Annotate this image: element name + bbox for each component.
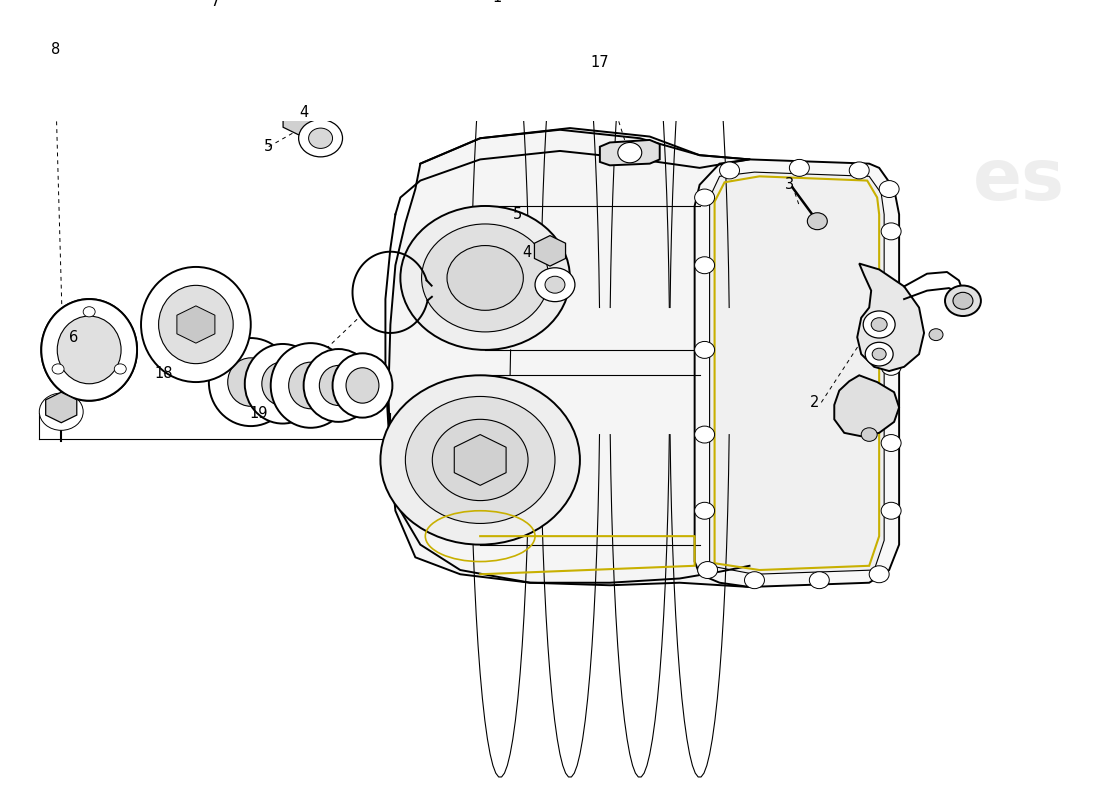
Circle shape (694, 342, 715, 358)
Ellipse shape (400, 206, 570, 350)
Circle shape (879, 181, 899, 198)
Ellipse shape (319, 366, 358, 406)
Circle shape (694, 426, 715, 443)
Ellipse shape (262, 362, 304, 406)
Circle shape (535, 268, 575, 302)
Polygon shape (600, 140, 660, 166)
Circle shape (52, 364, 64, 374)
Circle shape (719, 162, 739, 179)
Polygon shape (388, 128, 749, 587)
Ellipse shape (346, 368, 378, 403)
Text: since 1985: since 1985 (749, 459, 850, 529)
Text: 1: 1 (493, 0, 502, 6)
Polygon shape (177, 306, 214, 343)
Polygon shape (283, 104, 315, 135)
Text: a passion: a passion (728, 391, 830, 461)
Polygon shape (857, 263, 924, 371)
Circle shape (114, 364, 126, 374)
Circle shape (869, 566, 889, 582)
Ellipse shape (447, 246, 524, 310)
Circle shape (881, 223, 901, 240)
Ellipse shape (141, 267, 251, 382)
Ellipse shape (332, 354, 393, 418)
Circle shape (697, 562, 717, 578)
Circle shape (309, 128, 332, 149)
Circle shape (790, 159, 810, 176)
Ellipse shape (288, 362, 332, 409)
Ellipse shape (432, 419, 528, 501)
Text: 2: 2 (810, 395, 820, 410)
Ellipse shape (304, 349, 373, 422)
Ellipse shape (158, 286, 233, 364)
Circle shape (509, 26, 537, 50)
Ellipse shape (421, 224, 549, 332)
Ellipse shape (57, 316, 121, 384)
Polygon shape (834, 375, 899, 436)
Ellipse shape (271, 343, 351, 428)
Text: es: es (972, 146, 1065, 215)
Circle shape (872, 348, 887, 360)
Text: 19: 19 (250, 406, 268, 421)
Text: 7: 7 (211, 0, 220, 9)
Text: 4: 4 (522, 245, 531, 260)
Circle shape (881, 282, 901, 299)
Circle shape (864, 311, 895, 338)
Text: 3: 3 (784, 178, 794, 192)
Circle shape (694, 502, 715, 519)
Ellipse shape (42, 299, 138, 401)
Circle shape (745, 572, 764, 589)
Circle shape (694, 189, 715, 206)
Circle shape (694, 257, 715, 274)
Ellipse shape (406, 397, 556, 523)
Circle shape (930, 329, 943, 341)
Circle shape (881, 434, 901, 451)
Circle shape (861, 428, 877, 442)
Polygon shape (694, 159, 899, 587)
Polygon shape (710, 172, 884, 574)
Polygon shape (50, 303, 128, 394)
Ellipse shape (42, 299, 138, 401)
Polygon shape (454, 434, 506, 486)
Circle shape (849, 162, 869, 179)
Text: 8: 8 (51, 42, 59, 57)
Text: 5: 5 (513, 207, 521, 222)
Circle shape (618, 142, 641, 162)
Text: 6: 6 (68, 330, 78, 345)
Text: 17: 17 (591, 54, 609, 70)
Circle shape (881, 358, 901, 375)
Circle shape (807, 213, 827, 230)
Ellipse shape (228, 358, 274, 406)
Ellipse shape (381, 375, 580, 545)
Circle shape (544, 276, 565, 293)
Polygon shape (535, 236, 565, 266)
Ellipse shape (57, 316, 121, 384)
Text: 4: 4 (299, 106, 308, 120)
Circle shape (953, 292, 972, 310)
Text: 5: 5 (264, 139, 273, 154)
Ellipse shape (209, 338, 293, 426)
Circle shape (84, 306, 96, 317)
Circle shape (881, 502, 901, 519)
Circle shape (945, 286, 981, 316)
Circle shape (40, 393, 84, 430)
Ellipse shape (245, 344, 320, 423)
Circle shape (871, 318, 887, 331)
Circle shape (298, 120, 342, 157)
Circle shape (810, 572, 829, 589)
Text: 18: 18 (155, 366, 173, 381)
Polygon shape (46, 392, 77, 422)
Circle shape (866, 342, 893, 366)
